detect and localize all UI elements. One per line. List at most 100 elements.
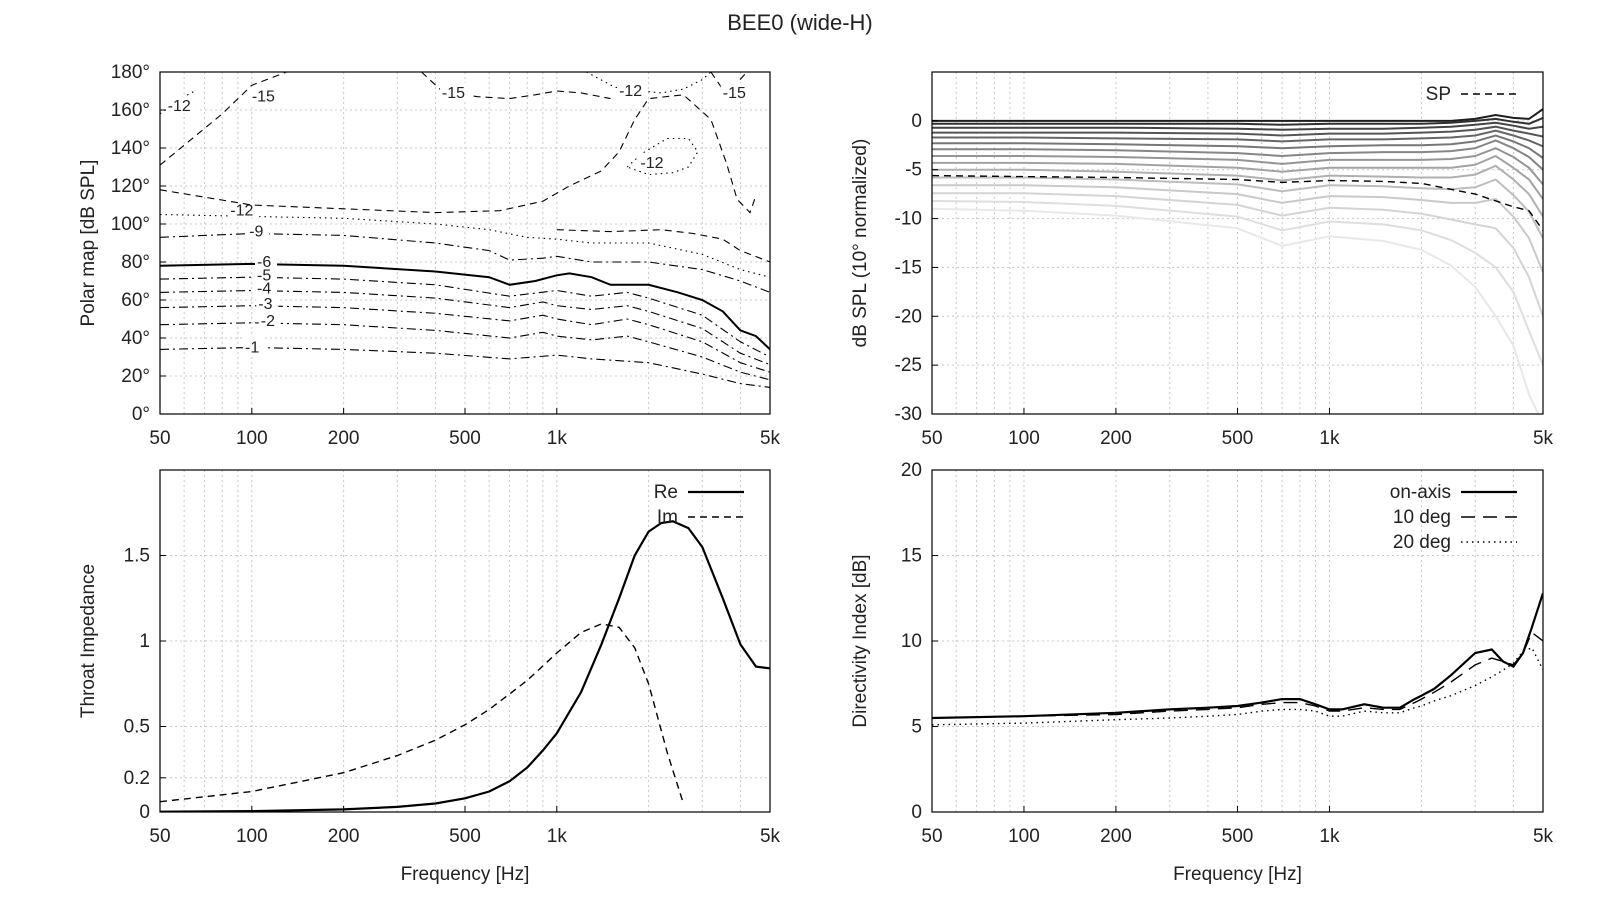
- legend-label-0: SP: [1426, 84, 1451, 105]
- plot-area: [932, 108, 1543, 414]
- series-line-20-deg: [932, 646, 1543, 726]
- y-tick-label: 80°: [121, 252, 150, 273]
- contour-line-12: [556, 229, 770, 263]
- contour-label-6: -9: [249, 224, 263, 241]
- y-tick-label: 0: [911, 111, 922, 132]
- family-line-7: [932, 147, 1543, 186]
- contour-label-bg-0: [243, 337, 266, 355]
- x-tick-label: 100: [1008, 826, 1040, 847]
- x-axis-title: Frequency [Hz]: [1173, 864, 1302, 885]
- family-line-9: [932, 164, 1543, 218]
- contour-label-bg-4: [255, 265, 278, 283]
- contour-line-8: [160, 72, 287, 166]
- series-line-on-axis: [932, 592, 1543, 720]
- gridlines: [159, 71, 771, 415]
- y-tick-label: 0: [139, 802, 150, 823]
- y-tick-label: 10: [901, 631, 922, 652]
- y-tick-label: 160°: [111, 100, 150, 121]
- family-line-1: [932, 116, 1543, 126]
- y-tick-label: 100°: [111, 214, 150, 235]
- family-line-10: [932, 176, 1543, 239]
- y-tick-label: 180°: [111, 62, 150, 83]
- y-tick-label: 140°: [111, 138, 150, 159]
- contour-line-9: [160, 94, 757, 214]
- y-axis-title: Polar map [dB SPL]: [78, 160, 99, 327]
- contour-label-bg-15: [165, 96, 197, 114]
- x-tick-label: 100: [236, 826, 268, 847]
- legend-label-0: on-axis: [1390, 482, 1451, 503]
- legend-label-0: Re: [654, 482, 678, 503]
- y-tick-label: 0.2: [124, 768, 150, 789]
- contour-label-8: -15: [252, 89, 275, 106]
- x-axis-title: Frequency [Hz]: [401, 864, 530, 885]
- y-tick-label: -30: [895, 404, 922, 425]
- y-tick-label: 0: [911, 802, 922, 823]
- contour-label-bg-3: [255, 278, 278, 296]
- family-line-0: [932, 108, 1543, 122]
- x-tick-label: 50: [921, 428, 942, 449]
- contour-label-14: -12: [640, 155, 663, 172]
- contour-label-bg-7: [228, 200, 260, 218]
- y-tick-label: 5: [911, 717, 922, 738]
- x-tick-label: 1k: [547, 428, 568, 449]
- contour-label-7: -12: [230, 203, 253, 220]
- family-line-2: [932, 121, 1543, 131]
- contour-label-bg-2: [256, 293, 279, 311]
- y-tick-label: 60°: [121, 290, 150, 311]
- plot-area: [160, 520, 770, 812]
- legend-label-1: Im: [657, 507, 678, 528]
- contour-label-3: -4: [257, 281, 271, 298]
- gridlines: [931, 469, 1544, 813]
- series-line-Im: [160, 623, 685, 804]
- y-tick-label: 20°: [121, 366, 150, 387]
- contour-label-5: -6: [257, 254, 271, 271]
- family-line-5: [932, 134, 1543, 159]
- family-line-13: [932, 200, 1543, 366]
- x-tick-label: 5k: [760, 826, 781, 847]
- family-line-8: [932, 154, 1543, 200]
- contour-label-bg-10: [439, 82, 471, 100]
- y-tick-label: -25: [895, 355, 922, 376]
- x-tick-label: 1k: [1319, 428, 1340, 449]
- x-tick-label: 5k: [760, 428, 781, 449]
- y-axis-title: dB SPL (10° normalized): [850, 139, 871, 348]
- contour-label-13: -12: [619, 83, 642, 100]
- y-tick-label: -10: [895, 209, 922, 230]
- contour-label-bg-1: [258, 310, 281, 328]
- contour-label-11: -15: [723, 85, 746, 102]
- x-tick-label: 500: [449, 826, 481, 847]
- x-tick-label: 50: [149, 826, 170, 847]
- y-tick-label: 1.5: [124, 546, 150, 567]
- contour-label-bg-5: [255, 252, 278, 269]
- y-tick-label: 1: [139, 631, 150, 652]
- gridlines: [159, 470, 771, 813]
- figure-title: BEE0 (wide-H): [727, 10, 872, 35]
- contour-label-0: -1: [245, 340, 259, 357]
- y-tick-label: 0.5: [124, 717, 150, 738]
- x-tick-label: 50: [921, 826, 942, 847]
- y-axis-title: Throat Impedance: [78, 564, 99, 718]
- family-line-14: [932, 207, 1540, 414]
- plot-area: -1-2-3-4-5-6 -9 -12 -15 -15 -15 -12 -12 -12: [160, 72, 770, 388]
- y-tick-label: -20: [895, 306, 922, 327]
- contour-line-4: [160, 276, 770, 358]
- contour-label-1: -2: [261, 313, 275, 330]
- family-line-6: [932, 139, 1543, 171]
- impedance-panel: 50 100 200 500 1k 5k 0 0.2 0.5 1 1.5 Throat Impedan…: [78, 469, 781, 885]
- x-tick-label: 200: [1100, 428, 1132, 449]
- contour-label-bg-11: [720, 82, 752, 100]
- x-tick-label: 500: [1222, 826, 1254, 847]
- contour-line-0: [160, 346, 770, 388]
- series-line-Re: [160, 520, 770, 812]
- contour-line-6: [160, 232, 770, 293]
- x-tick-label: 200: [328, 826, 360, 847]
- x-tick-label: 1k: [1319, 826, 1340, 847]
- x-tick-label: 5k: [1533, 428, 1554, 449]
- y-axis-title: Directivity Index [dB]: [850, 554, 871, 727]
- x-tick-label: 200: [328, 428, 360, 449]
- x-tick-label: 500: [1222, 428, 1254, 449]
- contour-line-5: [160, 262, 770, 351]
- y-tick-label: 15: [901, 546, 922, 567]
- y-tick-label: -5: [905, 160, 922, 181]
